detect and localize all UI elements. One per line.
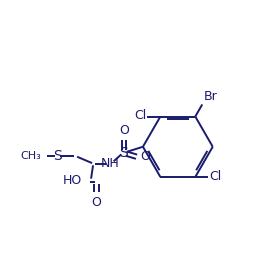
Text: CH₃: CH₃ — [20, 151, 41, 161]
Text: Cl: Cl — [134, 109, 146, 122]
Text: O: O — [119, 124, 129, 137]
Text: O: O — [140, 150, 150, 163]
Text: S: S — [120, 146, 128, 160]
Text: Br: Br — [203, 90, 217, 103]
Text: O: O — [92, 196, 101, 208]
Text: HO: HO — [63, 174, 82, 187]
Text: NH: NH — [101, 157, 119, 170]
Text: S: S — [53, 149, 62, 163]
Text: Cl: Cl — [209, 170, 221, 183]
